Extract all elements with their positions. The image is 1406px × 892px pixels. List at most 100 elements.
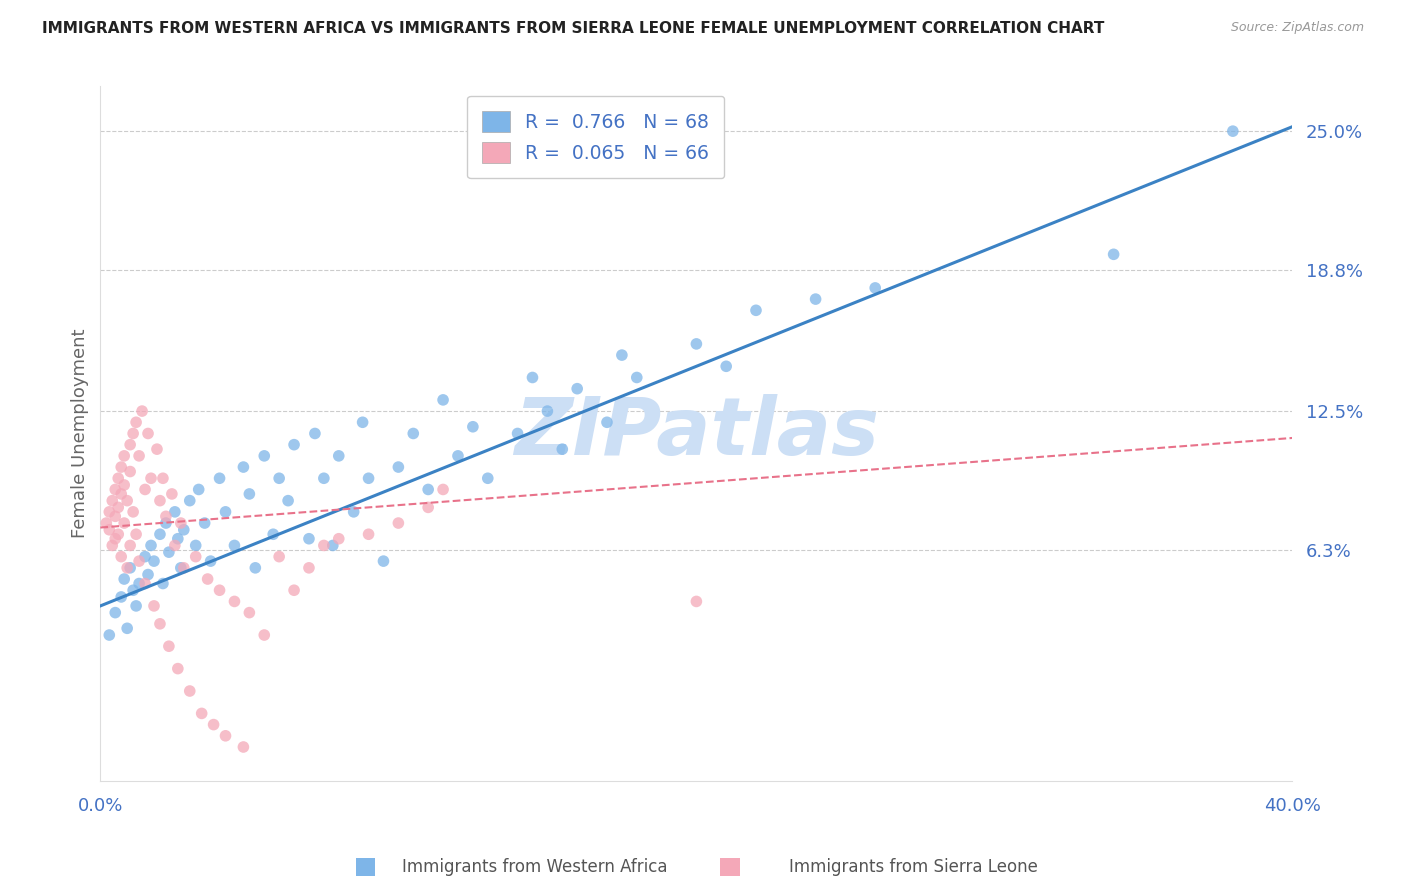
Point <box>166 532 188 546</box>
Point <box>343 505 366 519</box>
Point <box>536 404 558 418</box>
Point <box>122 505 145 519</box>
Point <box>122 426 145 441</box>
Point <box>506 426 529 441</box>
Point <box>107 471 129 485</box>
Point <box>104 606 127 620</box>
Point <box>125 527 148 541</box>
Point <box>238 487 260 501</box>
Point <box>149 493 172 508</box>
Point <box>166 662 188 676</box>
Point <box>402 426 425 441</box>
Point <box>202 717 225 731</box>
Point <box>157 639 180 653</box>
Point <box>238 606 260 620</box>
Point <box>179 684 201 698</box>
Point <box>98 505 121 519</box>
Point <box>269 549 291 564</box>
Point <box>214 505 236 519</box>
Point <box>298 532 321 546</box>
Point <box>477 471 499 485</box>
Point <box>107 500 129 515</box>
Point <box>804 292 827 306</box>
Point <box>155 509 177 524</box>
Point <box>685 594 707 608</box>
Point <box>610 348 633 362</box>
Point <box>418 483 440 497</box>
Point <box>173 523 195 537</box>
Point <box>122 583 145 598</box>
Point <box>131 404 153 418</box>
Point <box>352 415 374 429</box>
Point <box>104 483 127 497</box>
Point <box>170 561 193 575</box>
Text: Source: ZipAtlas.com: Source: ZipAtlas.com <box>1230 21 1364 34</box>
Point <box>197 572 219 586</box>
Text: Immigrants from Sierra Leone: Immigrants from Sierra Leone <box>789 858 1039 876</box>
Point <box>418 500 440 515</box>
Point <box>269 471 291 485</box>
Point <box>110 590 132 604</box>
Point <box>120 561 142 575</box>
Point <box>283 583 305 598</box>
Point <box>245 561 267 575</box>
Point <box>190 706 212 721</box>
Point <box>125 599 148 613</box>
Point <box>143 554 166 568</box>
Point <box>101 538 124 552</box>
Point <box>373 554 395 568</box>
Point <box>134 549 156 564</box>
Point <box>685 337 707 351</box>
Point <box>194 516 217 530</box>
Point <box>163 538 186 552</box>
Point <box>232 739 254 754</box>
Point <box>98 628 121 642</box>
Point <box>461 419 484 434</box>
Point <box>101 493 124 508</box>
Point <box>184 549 207 564</box>
Text: IMMIGRANTS FROM WESTERN AFRICA VS IMMIGRANTS FROM SIERRA LEONE FEMALE UNEMPLOYME: IMMIGRANTS FROM WESTERN AFRICA VS IMMIGR… <box>42 21 1105 36</box>
Point <box>357 527 380 541</box>
Point <box>163 505 186 519</box>
Point <box>208 471 231 485</box>
Point <box>115 493 138 508</box>
Point <box>322 538 344 552</box>
Text: ZIPatlas: ZIPatlas <box>515 394 879 473</box>
Point <box>1222 124 1244 138</box>
Point <box>110 460 132 475</box>
Legend: R =  0.766   N = 68, R =  0.065   N = 66: R = 0.766 N = 68, R = 0.065 N = 66 <box>467 95 724 178</box>
Point <box>120 538 142 552</box>
Point <box>112 572 135 586</box>
Text: Immigrants from Western Africa: Immigrants from Western Africa <box>402 858 666 876</box>
Point <box>98 523 121 537</box>
Point <box>155 516 177 530</box>
Point <box>110 549 132 564</box>
Point <box>596 415 619 429</box>
Point <box>104 509 127 524</box>
Point <box>112 516 135 530</box>
Point <box>208 583 231 598</box>
Point <box>173 561 195 575</box>
Point <box>262 527 284 541</box>
Point <box>152 576 174 591</box>
Point <box>432 483 454 497</box>
Point <box>283 438 305 452</box>
Point <box>253 628 276 642</box>
Point <box>447 449 470 463</box>
Point <box>214 729 236 743</box>
Point <box>1102 247 1125 261</box>
Point <box>387 460 409 475</box>
Point <box>149 527 172 541</box>
Point <box>551 442 574 457</box>
Point <box>125 415 148 429</box>
Point <box>179 493 201 508</box>
Point <box>184 538 207 552</box>
Point <box>149 616 172 631</box>
Point <box>104 532 127 546</box>
Point <box>152 471 174 485</box>
Point <box>312 538 335 552</box>
Point <box>187 483 209 497</box>
Point <box>107 527 129 541</box>
Point <box>139 538 162 552</box>
Point <box>328 449 350 463</box>
